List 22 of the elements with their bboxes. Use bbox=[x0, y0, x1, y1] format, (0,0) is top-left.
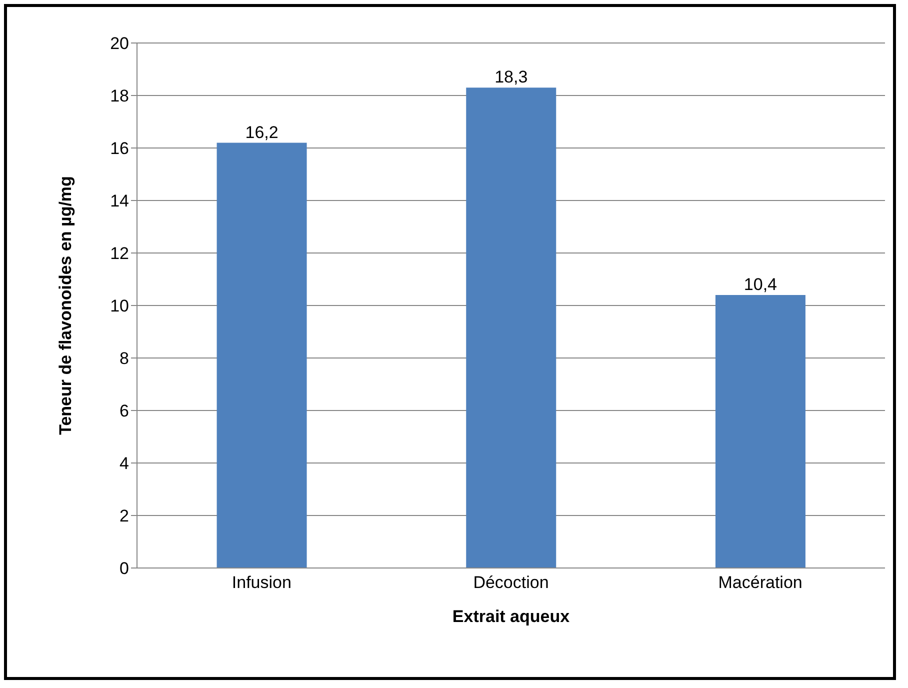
y-tick-label: 0 bbox=[120, 559, 129, 578]
y-tick-label: 16 bbox=[110, 139, 129, 158]
y-tick-label: 6 bbox=[120, 402, 129, 421]
y-tick-label: 18 bbox=[110, 86, 129, 106]
y-axis-title: Teneur de flavonoides en µg/mg bbox=[56, 176, 76, 435]
y-tick-label: 12 bbox=[110, 244, 129, 264]
y-tick-label: 20 bbox=[110, 34, 129, 54]
data-label: 18,3 bbox=[494, 68, 528, 87]
y-tick-label: 14 bbox=[110, 192, 129, 211]
data-label: 10,4 bbox=[744, 275, 777, 294]
bar bbox=[216, 142, 307, 568]
x-tick-label: Décoction bbox=[473, 573, 549, 592]
bar bbox=[715, 295, 806, 568]
x-tick-label: Infusion bbox=[232, 573, 292, 592]
y-tick-label: 4 bbox=[120, 454, 129, 474]
y-tick-label: 10 bbox=[110, 296, 129, 316]
y-tick-label: 8 bbox=[120, 349, 129, 368]
bar bbox=[466, 88, 556, 568]
data-label: 16,2 bbox=[245, 122, 278, 142]
x-tick-label: Macération bbox=[718, 573, 802, 592]
x-axis-title: Extrait aqueux bbox=[452, 607, 570, 626]
y-tick-label: 2 bbox=[120, 506, 129, 526]
